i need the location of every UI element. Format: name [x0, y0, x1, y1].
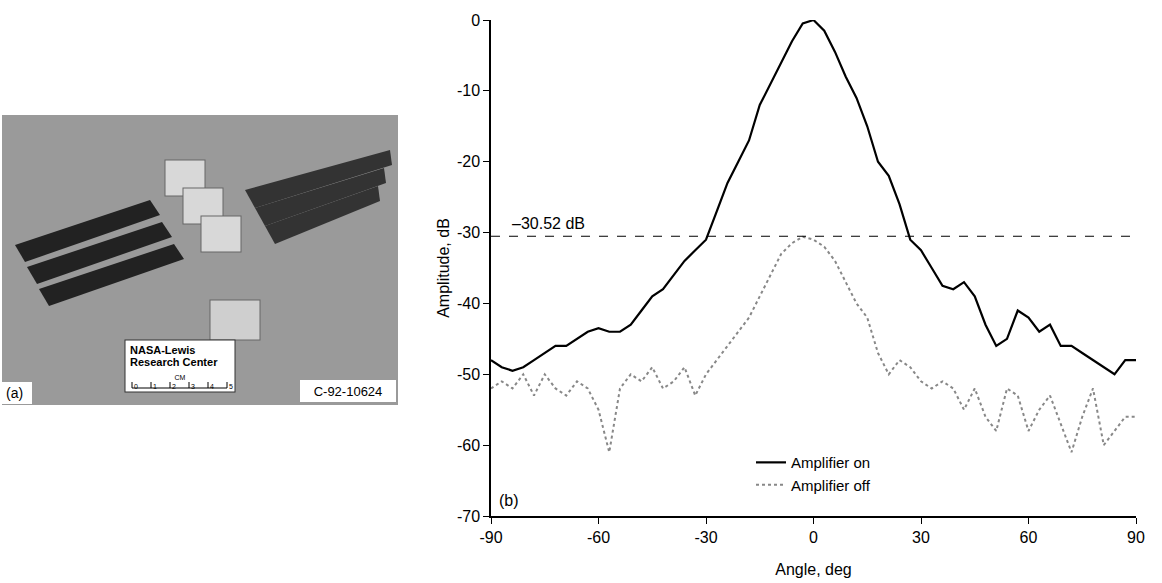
svg-text:-60: -60 — [587, 529, 610, 546]
svg-text:0: 0 — [471, 12, 480, 29]
svg-text:NASA-Lewis: NASA-Lewis — [130, 344, 195, 356]
svg-text:-90: -90 — [479, 529, 502, 546]
svg-text:1: 1 — [153, 383, 157, 390]
svg-text:-30: -30 — [457, 224, 480, 241]
svg-text:Angle, deg: Angle, deg — [775, 561, 852, 578]
svg-text:30: 30 — [912, 529, 930, 546]
svg-text:-20: -20 — [457, 153, 480, 170]
svg-text:3: 3 — [191, 383, 195, 390]
svg-text:-40: -40 — [457, 295, 480, 312]
svg-text:2: 2 — [172, 383, 176, 390]
svg-text:CM: CM — [175, 374, 186, 381]
svg-text:-70: -70 — [457, 508, 480, 525]
svg-text:-30: -30 — [694, 529, 717, 546]
svg-text:Amplifier off: Amplifier off — [791, 477, 871, 494]
svg-text:-60: -60 — [457, 437, 480, 454]
svg-text:60: 60 — [1020, 529, 1038, 546]
svg-text:5: 5 — [229, 383, 233, 390]
svg-text:Amplitude, dB: Amplitude, dB — [435, 218, 452, 318]
svg-text:(a): (a) — [6, 385, 23, 401]
svg-text:90: 90 — [1127, 529, 1145, 546]
svg-text:0: 0 — [809, 529, 818, 546]
svg-text:-50: -50 — [457, 366, 480, 383]
svg-text:4: 4 — [210, 383, 214, 390]
svg-text:0: 0 — [134, 383, 138, 390]
svg-text:C-92-10624: C-92-10624 — [314, 384, 383, 399]
svg-text:-10: -10 — [457, 82, 480, 99]
svg-text:(b): (b) — [499, 492, 519, 509]
svg-text:Research Center: Research Center — [130, 356, 218, 368]
svg-text:Amplifier on: Amplifier on — [791, 454, 870, 471]
svg-text:–30.52 dB: –30.52 dB — [512, 215, 585, 232]
